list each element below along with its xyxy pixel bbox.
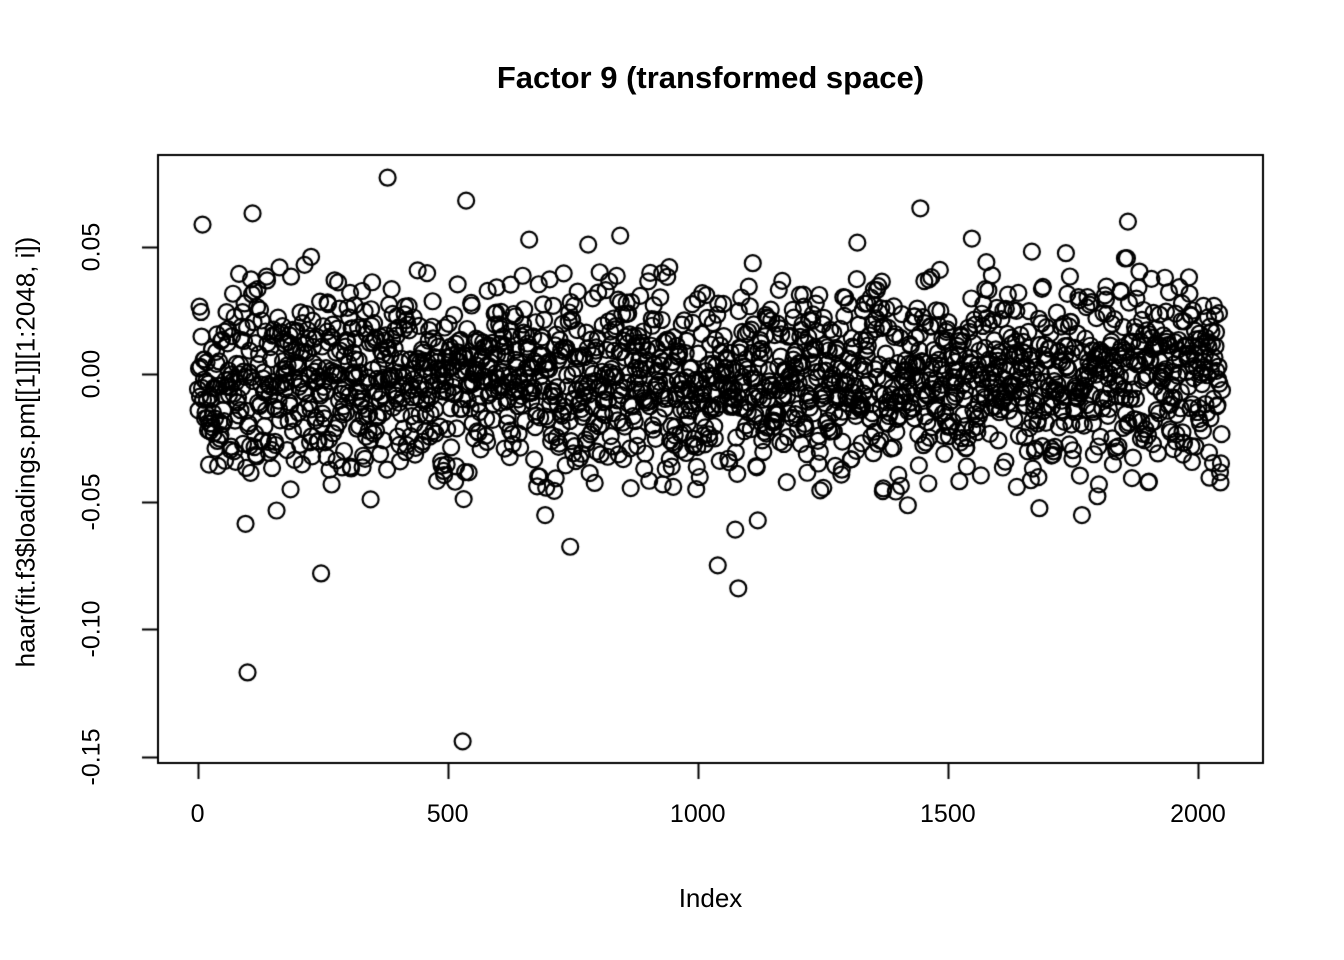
x-tick-label: 0 bbox=[190, 800, 205, 828]
x-axis-label: Index bbox=[678, 883, 743, 913]
y-tick-label: -0.05 bbox=[77, 473, 106, 531]
y-tick-label: -0.10 bbox=[77, 600, 106, 658]
x-tick-label: 1000 bbox=[669, 800, 726, 828]
y-axis-label: haar(fit.f3$loadings.pm[[1]][1:2048, i]) bbox=[10, 236, 41, 668]
y-tick-label: 0.00 bbox=[77, 349, 106, 399]
y-tick-label: -0.15 bbox=[77, 728, 106, 786]
x-tick-label: 1500 bbox=[920, 800, 976, 828]
y-tick-label: 0.05 bbox=[77, 222, 106, 271]
x-tick-label: 500 bbox=[426, 800, 469, 828]
chart-title: Factor 9 (transformed space) bbox=[496, 60, 925, 95]
x-tick-label: 2000 bbox=[1170, 800, 1226, 828]
